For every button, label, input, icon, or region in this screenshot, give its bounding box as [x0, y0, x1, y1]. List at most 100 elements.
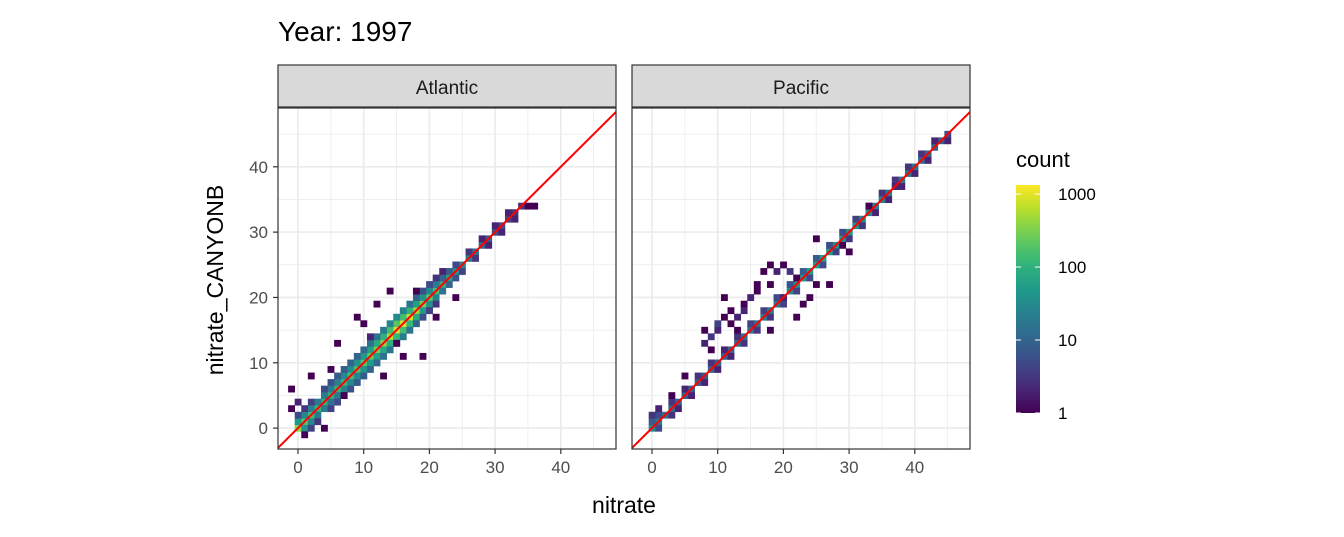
- bin: [360, 320, 368, 328]
- bin: [766, 326, 774, 334]
- bin: [760, 268, 768, 275]
- bin: [366, 366, 374, 373]
- panel-border: [277, 107, 617, 450]
- bin: [426, 281, 433, 288]
- bin: [832, 248, 840, 256]
- bin: [734, 326, 741, 334]
- bin: [753, 326, 761, 334]
- bin: [320, 405, 328, 413]
- bin: [445, 268, 453, 275]
- bin: [353, 352, 361, 360]
- bin: [793, 313, 801, 321]
- bin: [399, 307, 407, 315]
- bin: [366, 333, 374, 341]
- bin: [419, 352, 427, 360]
- legend-tick-label: 1: [1058, 404, 1067, 423]
- legend-tick-label: 100: [1058, 258, 1086, 277]
- bin: [412, 313, 420, 321]
- bin: [314, 398, 322, 406]
- bin: [327, 366, 335, 373]
- bin: [714, 366, 722, 373]
- bin: [426, 300, 433, 308]
- bin: [458, 268, 466, 275]
- bin: [648, 418, 656, 426]
- panel-atlantic: Atlantic 0 10 20 30 40 0 10 20 30 40: [249, 64, 617, 477]
- bin: [301, 411, 309, 419]
- bin: [307, 418, 315, 426]
- bin: [898, 183, 906, 190]
- bin: [839, 241, 847, 249]
- bin: [380, 333, 387, 341]
- bin: [353, 313, 361, 321]
- bin: [393, 313, 401, 321]
- bin: [380, 352, 387, 360]
- bin: [786, 281, 794, 288]
- bin: [334, 372, 341, 380]
- bin: [524, 202, 532, 210]
- bin: [439, 274, 447, 282]
- bin: [340, 372, 348, 380]
- bin: [714, 326, 722, 334]
- bin: [307, 398, 315, 406]
- bin: [655, 424, 663, 432]
- bin: [380, 372, 387, 380]
- bin: [294, 411, 302, 419]
- x-tick-label: 40: [551, 458, 570, 477]
- bin: [406, 300, 414, 308]
- bin: [766, 281, 774, 288]
- bin: [904, 163, 912, 171]
- bin: [918, 150, 925, 158]
- bin: [426, 307, 433, 315]
- bin: [531, 202, 539, 210]
- bin: [747, 294, 755, 302]
- bin: [727, 320, 735, 328]
- bin: [852, 215, 860, 223]
- bin: [334, 379, 341, 386]
- bin: [865, 202, 873, 210]
- bin: [891, 176, 899, 184]
- bin: [419, 313, 427, 321]
- bin: [347, 366, 355, 373]
- bin: [366, 359, 374, 367]
- bin: [668, 398, 676, 406]
- colorbar: [1016, 185, 1040, 413]
- bin: [301, 405, 309, 413]
- x-tick-label: 0: [293, 458, 302, 477]
- x-axis-label: nitrate: [592, 492, 656, 518]
- bin: [839, 228, 847, 236]
- legend: count 1 10 100 1000: [1016, 147, 1096, 423]
- bin: [812, 254, 820, 262]
- bin: [655, 405, 663, 413]
- y-axis-label: nitrate_CANYONB: [202, 185, 228, 375]
- strip-label: Pacific: [773, 78, 829, 99]
- bin: [720, 346, 728, 354]
- bin: [766, 313, 774, 321]
- bin: [307, 405, 315, 413]
- bin: [320, 424, 328, 432]
- bin: [701, 339, 709, 347]
- bin: [806, 294, 814, 302]
- bin: [288, 405, 295, 413]
- y-tick-label: 40: [249, 158, 268, 177]
- bin: [720, 294, 728, 302]
- bin: [432, 313, 440, 321]
- bin: [320, 385, 328, 393]
- bin: [386, 326, 394, 334]
- bin: [386, 346, 394, 354]
- bin: [360, 352, 368, 360]
- bin: [439, 287, 447, 295]
- bin: [426, 287, 433, 295]
- bin: [439, 268, 447, 275]
- bin: [334, 392, 341, 399]
- y-tick-label: 10: [249, 354, 268, 373]
- bin: [786, 268, 794, 275]
- bin: [753, 281, 761, 288]
- bin: [655, 411, 663, 419]
- bin: [353, 372, 361, 380]
- bin: [465, 248, 473, 256]
- bin: [799, 300, 807, 308]
- bin: [911, 170, 919, 177]
- reference-line: [278, 111, 616, 449]
- bin: [327, 398, 335, 406]
- y-tick-label: 0: [259, 419, 268, 438]
